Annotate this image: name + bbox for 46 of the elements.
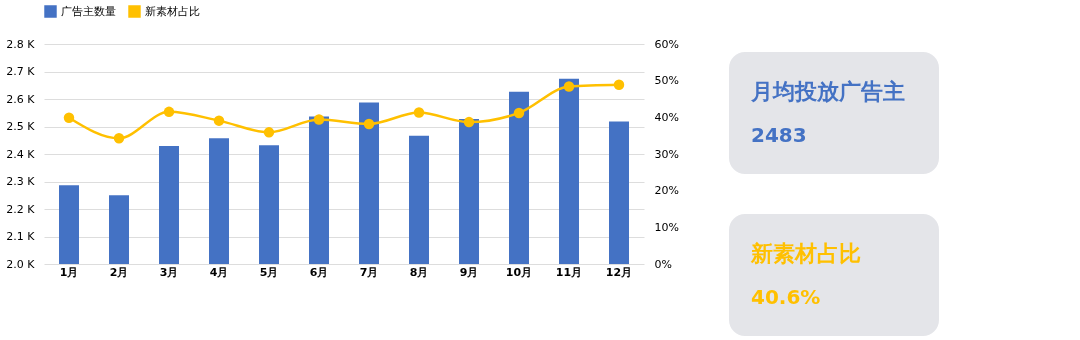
point [413,107,425,118]
point [613,79,625,90]
y2-tick-label: 0% [654,257,672,271]
y2-tick-label: 60% [654,37,679,51]
legend-label: 广告主数量 [61,4,116,18]
y-tick-label: 2.6 K [6,92,36,106]
point [513,107,525,119]
text: 新素材占比 [750,241,861,266]
x-tick-label: 6月 [309,265,329,279]
x-tick-label: 9月 [459,265,479,279]
text: 2483 [751,123,807,147]
point [163,106,175,118]
x-tick-label: 1月 [59,265,79,279]
point [213,115,225,126]
point [263,127,275,138]
text: 月均投放广告主 [750,79,905,104]
point [63,112,75,123]
y-tick-label: 2.2 K [6,202,36,216]
x-tick-label: 5月 [259,265,279,279]
y-tick-label: 2.7 K [6,65,36,78]
point [313,114,325,125]
x-tick-label: 7月 [359,265,379,279]
point [563,81,575,92]
y-tick-label: 2.8 K [6,37,36,51]
y-tick-label: 2.4 K [6,147,36,161]
x-tick-label: 4月 [209,265,229,279]
y2-tick-label: 40% [654,110,679,124]
y2-tick-label: 20% [654,184,679,198]
y2-tick-label: 30% [654,147,679,161]
x-tick-label: 8月 [409,265,429,279]
point [363,118,375,130]
text: 40.6% [751,285,821,309]
point [113,133,125,144]
y2-tick-label: 10% [654,220,679,234]
x-tick-label: 10月 [505,265,533,279]
x-tick-label: 11月 [555,265,583,279]
y2-tick-label: 50% [654,74,679,88]
y-tick-label: 2.1 K [6,230,36,243]
point [463,116,475,128]
y-tick-label: 2.0 K [6,257,36,271]
x-tick-label: 3月 [159,265,179,279]
y-tick-label: 2.3 K [6,175,36,188]
legend-label: 新素材占比 [145,4,200,18]
y-tick-label: 2.5 K [6,120,36,133]
x-tick-label: 2月 [109,265,129,279]
x-tick-label: 12月 [605,265,633,279]
